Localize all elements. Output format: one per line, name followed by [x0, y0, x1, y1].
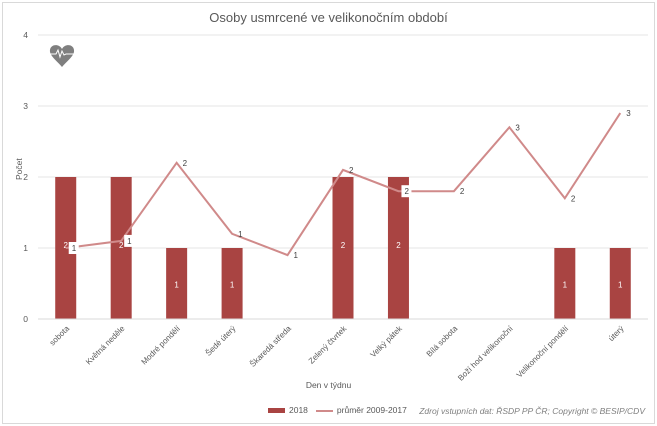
line-value-label: 1	[294, 251, 299, 260]
svg-text:2: 2	[183, 159, 188, 168]
average-line	[65, 112, 622, 257]
x-tick-label: Modré pondělí	[140, 324, 183, 367]
y-tick-label: 2	[23, 172, 28, 182]
svg-text:1: 1	[238, 230, 243, 239]
legend: 2018 průměr 2009-2017	[268, 405, 407, 415]
x-tick-label: úterý	[607, 324, 626, 343]
bar-value-label: 1	[563, 281, 568, 290]
x-tick-label: Boží hod velikonoční	[456, 324, 515, 383]
line-value-label: 3	[515, 123, 520, 132]
bar-2018	[609, 248, 631, 319]
line-value-label: 2	[183, 159, 188, 168]
y-tick-label: 0	[23, 314, 28, 324]
bar-2018	[166, 248, 188, 319]
line-value-label: 1	[124, 234, 135, 247]
line-value-label: 3	[626, 109, 631, 118]
x-tick-label: Velký pátek	[369, 323, 405, 359]
bar-2018	[221, 248, 243, 319]
svg-text:2: 2	[571, 194, 576, 203]
x-tick-label: Květná neděle	[84, 324, 127, 367]
x-tick-label: Zelený čtvrtek	[307, 323, 349, 365]
x-axis-label: Den v týdnu	[305, 380, 352, 390]
line-value-label: 2	[460, 187, 465, 196]
bar-2018	[554, 248, 576, 319]
line-value-label: 1	[68, 242, 79, 254]
x-tick-label: Šedé úterý	[204, 324, 238, 358]
bar-value-label: 2	[341, 241, 346, 250]
svg-text:3: 3	[515, 123, 520, 132]
chart-title: Osoby usmrcené ve velikonočním období	[209, 10, 448, 25]
svg-text:1: 1	[127, 237, 132, 246]
line-value-label: 2	[401, 185, 412, 198]
line-value-label: 2	[571, 194, 576, 203]
bar-value-label: 2	[396, 241, 401, 250]
svg-text:2: 2	[404, 187, 409, 196]
bar-2018	[332, 177, 354, 319]
bar-value-label: 1	[618, 281, 623, 290]
legend-item-2018: 2018	[268, 405, 308, 415]
heart-pulse-icon	[46, 45, 78, 67]
svg-text:2: 2	[349, 166, 354, 175]
line-value-label: 2	[349, 166, 354, 175]
y-tick-label: 1	[23, 243, 28, 253]
x-tick-label: sobota	[48, 324, 72, 348]
svg-text:1: 1	[72, 244, 77, 253]
svg-text:3: 3	[626, 109, 631, 118]
bar-value-label: 1	[174, 281, 179, 290]
y-tick-label: 3	[23, 101, 28, 111]
x-tick-label: Velikonoční pondělí	[515, 324, 571, 380]
legend-item-average: průměr 2009-2017	[315, 405, 407, 415]
line-value-label: 1	[238, 230, 243, 239]
bar-swatch-icon	[268, 408, 285, 414]
bar-value-label: 1	[230, 281, 235, 290]
y-tick-label: 4	[23, 30, 28, 40]
bar-value-label: 2	[119, 241, 124, 250]
x-tick-label: Bílá sobota	[425, 324, 460, 359]
svg-text:1: 1	[294, 251, 299, 260]
bar-2018	[110, 177, 132, 319]
line-swatch-icon	[315, 409, 333, 412]
svg-text:2: 2	[460, 187, 465, 196]
bar-value-label: 2	[64, 241, 69, 250]
source-note: Zdroj vstupních dat: ŘSDP PP ČR; Copyrig…	[419, 406, 645, 416]
bar-2018	[387, 177, 409, 319]
x-tick-label: Škaredá středa	[248, 324, 293, 369]
